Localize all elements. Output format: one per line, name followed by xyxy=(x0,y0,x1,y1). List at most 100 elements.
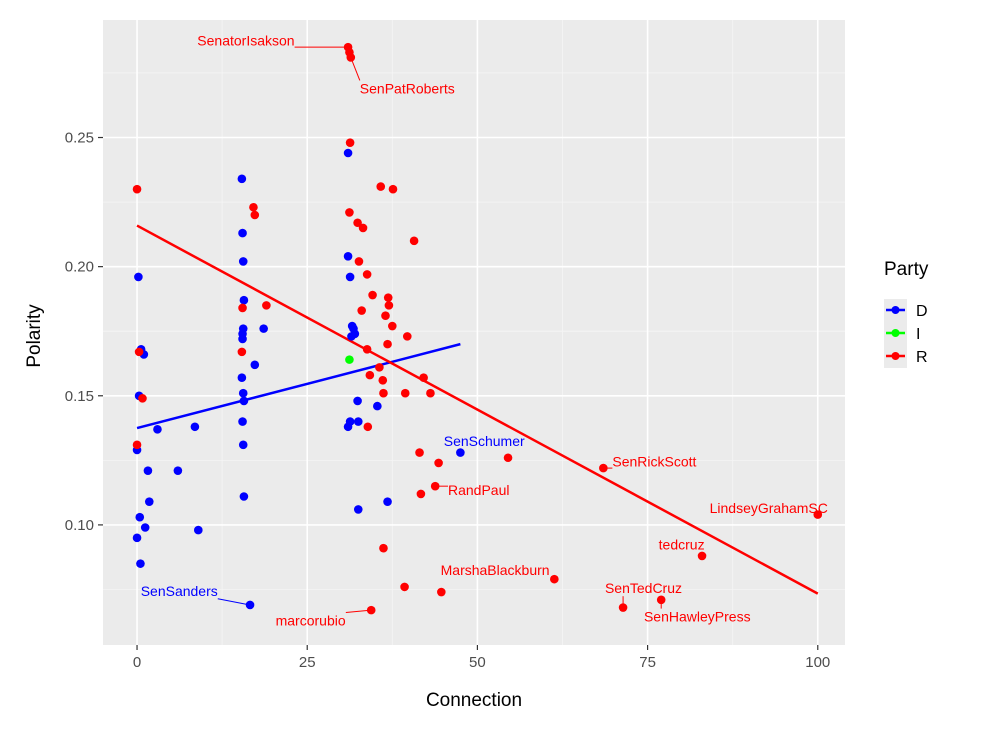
point-R xyxy=(357,306,366,315)
point-R xyxy=(345,138,355,147)
point-R xyxy=(238,303,247,313)
point-D xyxy=(135,512,145,522)
point-R xyxy=(138,394,147,403)
point-R xyxy=(132,440,142,450)
point-R xyxy=(249,202,258,212)
point-R xyxy=(437,587,446,597)
point-R xyxy=(134,347,144,357)
point-D xyxy=(259,324,268,333)
point-label: SenHawleyPress xyxy=(644,609,751,625)
point-R xyxy=(426,388,435,398)
point-label: SenSchumer xyxy=(444,433,525,449)
point-R xyxy=(262,301,271,310)
point-D xyxy=(239,492,249,501)
point-R xyxy=(430,481,440,491)
legend-key-point xyxy=(891,306,900,314)
legend-label: D xyxy=(916,303,928,320)
point-D xyxy=(238,228,247,238)
x-tick-label: 0 xyxy=(133,654,141,671)
y-tick-label: 0.15 xyxy=(65,388,94,405)
y-tick-label: 0.25 xyxy=(65,130,94,147)
point-R xyxy=(379,388,388,398)
point-D xyxy=(238,257,248,266)
y-axis-title: Polarity xyxy=(24,304,45,368)
point-R xyxy=(618,603,628,612)
point-R xyxy=(434,458,443,468)
point-D xyxy=(194,525,203,535)
x-tick-label: 50 xyxy=(469,654,486,671)
minor-gridlines xyxy=(103,20,845,645)
legend-label: R xyxy=(916,349,928,366)
point-R xyxy=(379,543,388,553)
data-points xyxy=(132,42,823,615)
x-tick-label: 100 xyxy=(805,654,830,671)
point-D xyxy=(353,505,363,514)
point-R xyxy=(503,453,513,463)
leader-line xyxy=(217,598,251,606)
point-D xyxy=(238,417,247,426)
trend-line-R xyxy=(136,224,819,595)
panel-background xyxy=(103,20,845,645)
point-D xyxy=(343,148,353,158)
point-R xyxy=(345,208,354,217)
point-R xyxy=(354,257,364,266)
point-D xyxy=(239,396,249,406)
point-D xyxy=(350,329,360,339)
point-D xyxy=(373,401,382,411)
point-label: SenPatRoberts xyxy=(360,80,455,96)
trend-line-D xyxy=(136,342,461,430)
point-D xyxy=(239,295,249,305)
point-R xyxy=(368,290,377,300)
point-R xyxy=(376,182,386,191)
point-R xyxy=(383,339,392,349)
point-R xyxy=(237,347,247,357)
trend-lines xyxy=(136,224,819,595)
point-R xyxy=(353,218,362,228)
point-label: RandPaul xyxy=(448,482,510,498)
legend-title: Party xyxy=(884,259,929,280)
point-R xyxy=(388,321,397,331)
point-D xyxy=(237,373,247,382)
point-D xyxy=(456,448,465,457)
point-D xyxy=(143,466,153,475)
x-tick-label: 75 xyxy=(639,654,656,671)
point-R xyxy=(358,223,368,233)
legend-key-point xyxy=(891,329,900,337)
point-D xyxy=(136,559,145,568)
point-R xyxy=(419,373,428,382)
point-R xyxy=(383,293,393,302)
point-D xyxy=(353,417,363,426)
point-R xyxy=(346,53,356,62)
point-D xyxy=(134,272,143,282)
point-R xyxy=(599,463,608,473)
point-R xyxy=(362,344,372,354)
point-D xyxy=(250,360,260,370)
point-R xyxy=(416,489,426,499)
point-D xyxy=(132,533,142,543)
point-D xyxy=(245,600,255,610)
point-D xyxy=(353,396,362,406)
point-D xyxy=(383,497,392,506)
point-R xyxy=(400,582,409,592)
point-D xyxy=(140,523,150,532)
point-label: SenatorIsakson xyxy=(197,33,294,49)
point-D xyxy=(173,466,183,475)
point-R xyxy=(384,301,394,310)
point-R xyxy=(409,236,419,246)
point-D xyxy=(345,272,355,282)
point-D xyxy=(238,334,247,344)
x-axis-title: Connection xyxy=(426,690,522,711)
point-R xyxy=(378,375,388,385)
point-label: LindseyGrahamSC xyxy=(710,500,828,516)
legend: Party DIR xyxy=(884,259,929,368)
point-R xyxy=(366,605,376,615)
point-R xyxy=(365,370,375,380)
point-D xyxy=(153,425,162,434)
point-label: SenSanders xyxy=(141,583,218,599)
point-labels: SenatorIsakson SenPatRoberts SenSchumer Sen… xyxy=(141,33,828,629)
point-R xyxy=(381,311,390,321)
point-R xyxy=(132,184,142,194)
point-R xyxy=(813,510,823,519)
point-D xyxy=(144,497,154,506)
